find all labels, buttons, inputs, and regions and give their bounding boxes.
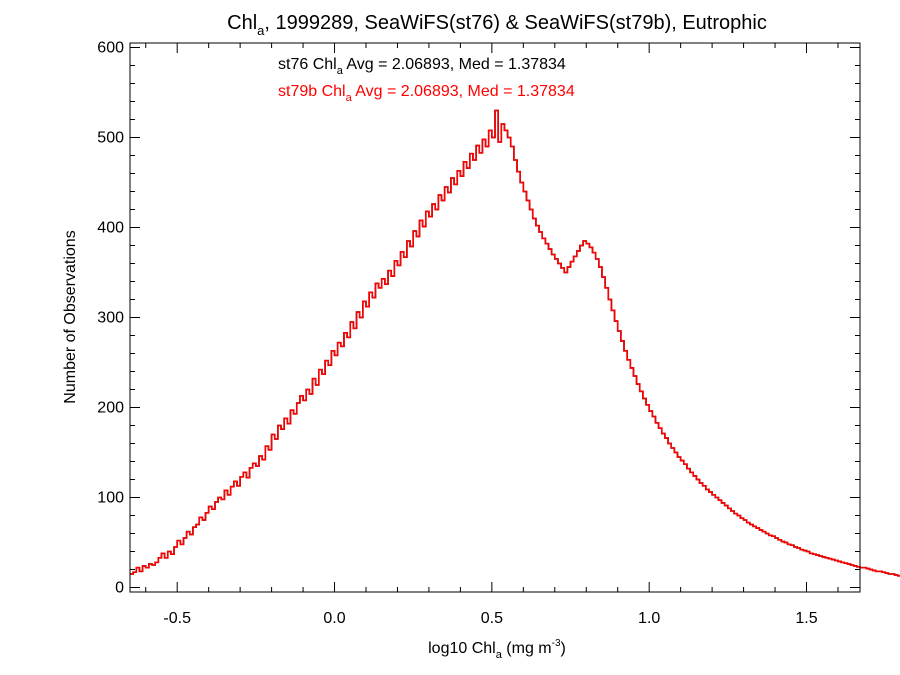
y-tick-label: 500: [97, 130, 124, 147]
x-axis-label-pre: log10 Chl: [428, 640, 496, 657]
y-tick-label: 300: [97, 310, 124, 327]
x-axis-label: log10 Chla (mg m-3): [428, 638, 566, 661]
annotation-st79b-post: Avg = 2.06893, Med = 1.37834: [352, 83, 575, 100]
annotation-st76-sub: a: [337, 65, 344, 77]
x-axis-label-sup: -3: [552, 638, 561, 649]
annotation-st76-pre: st76 Chl: [278, 56, 337, 73]
y-tick-label: 100: [97, 490, 124, 507]
y-axis-label: Number of Observations: [62, 230, 79, 403]
chart-title-sub: a: [257, 23, 265, 38]
x-tick-label: 1.5: [795, 610, 817, 627]
y-tick-label: 600: [97, 40, 124, 57]
annotation-st79b-pre: st79b Chl: [278, 83, 346, 100]
x-tick-label: 0.0: [323, 610, 345, 627]
chart-title-post: , 1999289, SeaWiFS(st76) & SeaWiFS(st79b…: [264, 12, 766, 34]
series-layer: [130, 109, 900, 577]
plot-frame: [129, 42, 861, 593]
series-st76-line: [130, 109, 900, 577]
x-tick-label: -0.5: [163, 610, 191, 627]
chart-title: Chla, 1999289, SeaWiFS(st76) & SeaWiFS(s…: [227, 12, 767, 38]
x-tick-label: 1.0: [638, 610, 660, 627]
chart-title-pre: Chl: [227, 12, 257, 34]
x-axis-label-post: ): [561, 640, 566, 657]
y-axis-ticks: 0 100 200 300 400 500 600: [97, 40, 860, 597]
x-axis-ticks: -0.5 0.0 0.5 1.0 1.5: [145, 43, 839, 627]
annotation-st79b-sub: a: [346, 92, 353, 104]
y-tick-label: 200: [97, 400, 124, 417]
y-tick-label: 400: [97, 220, 124, 237]
annotation-st79b: st79b Chla Avg = 2.06893, Med = 1.37834: [278, 83, 575, 104]
x-axis-label-mid: (mg m: [502, 640, 552, 657]
x-tick-label: 0.5: [481, 610, 503, 627]
x-axis-label-sub: a: [496, 649, 503, 661]
y-tick-label: 0: [115, 580, 124, 597]
annotation-st76: st76 Chla Avg = 2.06893, Med = 1.37834: [278, 56, 566, 77]
series-st79b-line: [130, 109, 900, 577]
annotation-st76-post: Avg = 2.06893, Med = 1.37834: [343, 56, 566, 73]
